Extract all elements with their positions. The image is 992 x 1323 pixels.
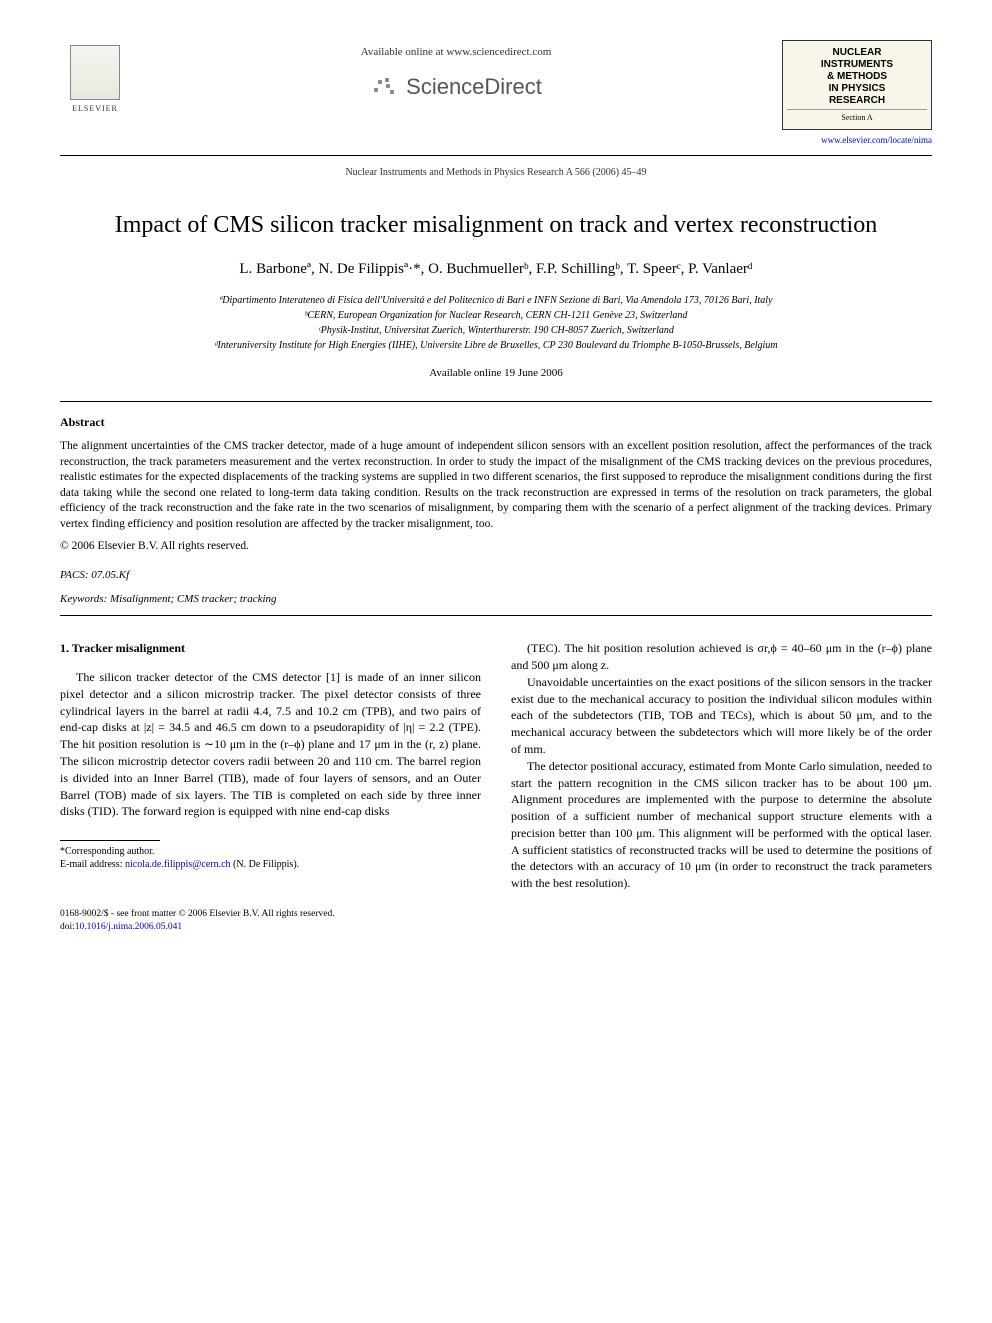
footer-row: 0168-9002/$ - see front matter © 2006 El…	[60, 908, 932, 935]
section-heading: 1. Tracker misalignment	[60, 640, 481, 657]
column-right: (TEC). The hit position resolution achie…	[511, 640, 932, 892]
body-paragraph: The detector positional accuracy, estima…	[511, 758, 932, 892]
footnote-separator	[60, 840, 160, 841]
affiliation-c: ᶜPhysik-Institut, Universitat Zuerich, W…	[60, 324, 932, 337]
email-author: (N. De Filippis).	[233, 859, 299, 870]
elsevier-tree-icon	[70, 45, 120, 100]
abstract-heading: Abstract	[60, 414, 932, 431]
issn-line: 0168-9002/$ - see front matter © 2006 El…	[60, 908, 335, 921]
doi-link[interactable]: 10.1016/j.nima.2006.05.041	[75, 922, 182, 932]
date-available: Available online 19 June 2006	[60, 366, 932, 381]
elsevier-logo: ELSEVIER	[60, 40, 130, 120]
abstract-text: The alignment uncertainties of the CMS t…	[60, 439, 932, 532]
body-paragraph: (TEC). The hit position resolution achie…	[511, 640, 932, 674]
elsevier-label: ELSEVIER	[72, 103, 118, 114]
citation-line: Nuclear Instruments and Methods in Physi…	[60, 166, 932, 180]
affiliation-a: ªDipartimento Interateneo di Fisica dell…	[60, 294, 932, 307]
pacs-line: PACS: 07.05.Kf	[60, 568, 932, 583]
sciencedirect-text: ScienceDirect	[406, 72, 542, 103]
column-left: 1. Tracker misalignment The silicon trac…	[60, 640, 481, 892]
pacs-value: 07.05.Kf	[91, 569, 129, 581]
divider	[60, 401, 932, 402]
doi-line: doi:10.1016/j.nima.2006.05.041	[60, 921, 335, 934]
journal-section: Section A	[787, 109, 927, 123]
journal-line: RESEARCH	[787, 95, 927, 107]
journal-box: NUCLEAR INSTRUMENTS & METHODS IN PHYSICS…	[782, 40, 932, 130]
journal-box-title: NUCLEAR INSTRUMENTS & METHODS IN PHYSICS…	[787, 47, 927, 107]
footer-left: 0168-9002/$ - see front matter © 2006 El…	[60, 908, 335, 935]
article-title: Impact of CMS silicon tracker misalignme…	[60, 210, 932, 241]
affiliation-b: ᵇCERN, European Organization for Nuclear…	[60, 309, 932, 322]
email-link[interactable]: nicola.de.filippis@cern.ch	[125, 859, 231, 870]
journal-line: & METHODS	[787, 71, 927, 83]
header-row: ELSEVIER Available online at www.science…	[60, 40, 932, 147]
footnote-email-line: E-mail address: nicola.de.filippis@cern.…	[60, 858, 481, 871]
pacs-label: PACS:	[60, 569, 89, 581]
body-paragraph: The silicon tracker detector of the CMS …	[60, 669, 481, 820]
authors-line: L. Barboneª, N. De Filippisª·*, O. Buchm…	[60, 259, 932, 280]
body-paragraph: Unavoidable uncertainties on the exact p…	[511, 674, 932, 758]
sciencedirect-brand: ScienceDirect	[370, 72, 542, 103]
affiliation-d: ᵈInteruniversity Institute for High Ener…	[60, 339, 932, 352]
journal-line: INSTRUMENTS	[787, 59, 927, 71]
keywords-line: Keywords: Misalignment; CMS tracker; tra…	[60, 592, 932, 607]
journal-line: NUCLEAR	[787, 47, 927, 59]
center-header: Available online at www.sciencedirect.co…	[130, 40, 782, 103]
two-column-body: 1. Tracker misalignment The silicon trac…	[60, 640, 932, 892]
journal-url-link[interactable]: www.elsevier.com/locate/nima	[782, 134, 932, 147]
journal-box-wrapper: NUCLEAR INSTRUMENTS & METHODS IN PHYSICS…	[782, 40, 932, 147]
copyright-line: © 2006 Elsevier B.V. All rights reserved…	[60, 538, 932, 554]
divider	[60, 155, 932, 156]
journal-line: IN PHYSICS	[787, 83, 927, 95]
keywords-label: Keywords:	[60, 593, 107, 605]
doi-label: doi:	[60, 922, 75, 932]
available-online-text: Available online at www.sciencedirect.co…	[130, 45, 782, 60]
keywords-value: Misalignment; CMS tracker; tracking	[110, 593, 277, 605]
footnote-corresponding: *Corresponding author.	[60, 845, 481, 858]
email-label: E-mail address:	[60, 859, 122, 870]
sciencedirect-icon	[370, 78, 400, 98]
divider	[60, 615, 932, 616]
